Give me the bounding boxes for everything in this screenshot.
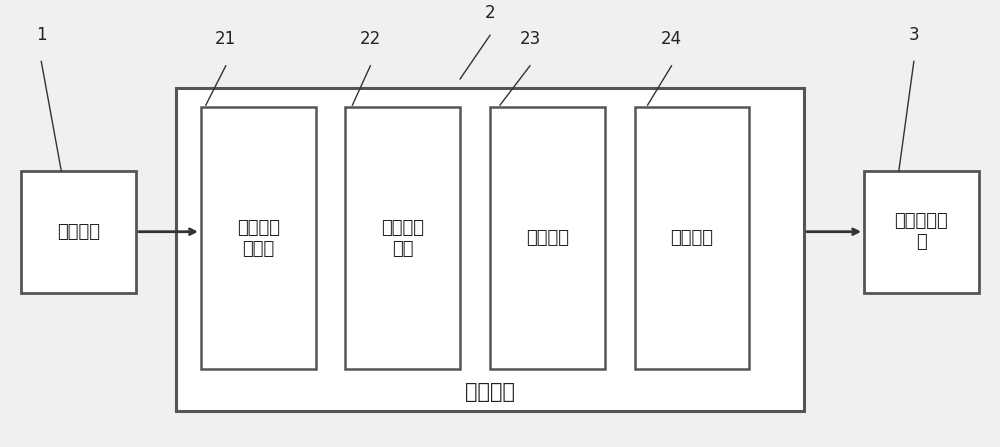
FancyBboxPatch shape [635, 107, 749, 369]
Text: 22: 22 [360, 30, 381, 48]
Text: 21: 21 [215, 30, 236, 48]
Text: 监测装置: 监测装置 [465, 382, 515, 402]
Text: 24: 24 [661, 30, 682, 48]
FancyBboxPatch shape [201, 107, 316, 369]
Text: 1: 1 [36, 26, 47, 44]
FancyBboxPatch shape [864, 171, 979, 293]
Text: 3: 3 [909, 26, 919, 44]
Text: 23: 23 [519, 30, 541, 48]
Text: 2: 2 [485, 4, 495, 22]
Text: 射频信号
接收机: 射频信号 接收机 [237, 219, 280, 257]
FancyBboxPatch shape [345, 107, 460, 369]
Text: 存储模块: 存储模块 [670, 229, 713, 247]
FancyBboxPatch shape [21, 171, 136, 293]
Text: 图像采集装
置: 图像采集装 置 [894, 212, 948, 251]
FancyBboxPatch shape [490, 107, 605, 369]
Text: 感应装置: 感应装置 [57, 223, 100, 240]
FancyBboxPatch shape [176, 88, 804, 411]
Text: 处理模块: 处理模块 [526, 229, 569, 247]
Text: 模数转换
模块: 模数转换 模块 [381, 219, 424, 257]
